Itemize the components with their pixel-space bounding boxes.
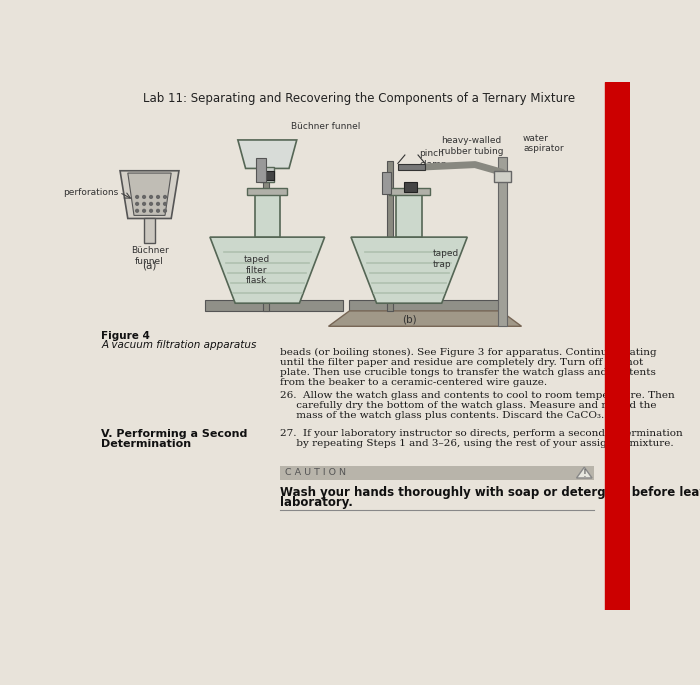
Circle shape bbox=[150, 210, 153, 212]
Text: beads (or boiling stones). See Figure 3 for apparatus. Continue heating: beads (or boiling stones). See Figure 3 … bbox=[280, 348, 657, 357]
Bar bbox=[260, 167, 274, 182]
Bar bbox=[396, 195, 422, 237]
Text: A vacuum filtration apparatus: A vacuum filtration apparatus bbox=[102, 340, 257, 350]
Text: 26.  Allow the watch glass and contents to cool to room temperature. Then: 26. Allow the watch glass and contents t… bbox=[280, 391, 675, 400]
Polygon shape bbox=[398, 155, 405, 164]
Bar bbox=[389, 188, 430, 195]
Circle shape bbox=[157, 210, 160, 212]
Text: water
aspirator: water aspirator bbox=[523, 134, 564, 153]
Bar bbox=[606, 82, 630, 610]
Bar bbox=[256, 158, 266, 182]
Text: taped
trap: taped trap bbox=[433, 249, 459, 269]
Circle shape bbox=[150, 203, 153, 206]
Polygon shape bbox=[328, 311, 522, 326]
Text: Determination: Determination bbox=[102, 440, 192, 449]
Polygon shape bbox=[351, 237, 468, 303]
Circle shape bbox=[143, 210, 146, 212]
Text: Lab 11: Separating and Recovering the Components of a Ternary Mixture: Lab 11: Separating and Recovering the Co… bbox=[143, 92, 575, 105]
Text: by repeating Steps 1 and 3–26, using the rest of your assigned mixture.: by repeating Steps 1 and 3–26, using the… bbox=[280, 438, 673, 448]
Bar bbox=[262, 163, 269, 311]
Bar bbox=[386, 161, 393, 311]
Bar bbox=[247, 188, 288, 195]
Circle shape bbox=[136, 203, 139, 206]
Bar bbox=[398, 164, 426, 170]
Polygon shape bbox=[577, 467, 592, 478]
Text: Büchner funnel: Büchner funnel bbox=[290, 122, 360, 131]
Circle shape bbox=[150, 195, 153, 199]
Text: from the beaker to a ceramic-centered wire gauze.: from the beaker to a ceramic-centered wi… bbox=[280, 378, 547, 387]
Text: !: ! bbox=[582, 469, 586, 479]
Circle shape bbox=[164, 203, 167, 206]
Text: laboratory.: laboratory. bbox=[280, 497, 353, 510]
Text: taped
filter
flask: taped filter flask bbox=[244, 256, 270, 285]
Bar bbox=[494, 171, 511, 182]
Circle shape bbox=[157, 203, 160, 206]
Bar bbox=[144, 219, 155, 243]
Circle shape bbox=[157, 195, 160, 199]
Text: C A U T I O N: C A U T I O N bbox=[285, 468, 346, 477]
Bar bbox=[255, 195, 280, 237]
Text: Figure 4: Figure 4 bbox=[102, 331, 150, 341]
Text: mass of the watch glass plus contents. Discard the CaCO₃.: mass of the watch glass plus contents. D… bbox=[280, 411, 604, 420]
Text: until the filter paper and residue are completely dry. Turn off the hot: until the filter paper and residue are c… bbox=[280, 358, 643, 367]
Text: Wash your hands thoroughly with soap or detergent before leaving the: Wash your hands thoroughly with soap or … bbox=[280, 486, 700, 499]
Circle shape bbox=[136, 210, 139, 212]
Bar bbox=[404, 182, 417, 192]
Circle shape bbox=[143, 195, 146, 199]
Polygon shape bbox=[418, 155, 426, 164]
Polygon shape bbox=[238, 140, 297, 169]
Text: plate. Then use crucible tongs to transfer the watch glass and contents: plate. Then use crucible tongs to transf… bbox=[280, 368, 656, 377]
Text: heavy-walled
rubber tubing: heavy-walled rubber tubing bbox=[441, 136, 503, 155]
Bar bbox=[498, 157, 507, 326]
Bar bbox=[382, 173, 391, 194]
Text: perforations: perforations bbox=[63, 188, 118, 197]
Circle shape bbox=[136, 195, 139, 199]
Bar bbox=[349, 300, 500, 311]
Bar bbox=[205, 300, 343, 311]
Circle shape bbox=[164, 210, 167, 212]
Text: V. Performing a Second: V. Performing a Second bbox=[102, 429, 248, 438]
Text: (a): (a) bbox=[142, 260, 157, 270]
Text: 27.  If your laboratory instructor so directs, perform a second determination: 27. If your laboratory instructor so dir… bbox=[280, 429, 682, 438]
Circle shape bbox=[164, 195, 167, 199]
Polygon shape bbox=[120, 171, 179, 219]
Circle shape bbox=[143, 203, 146, 206]
Text: carefully dry the bottom of the watch glass. Measure and record the: carefully dry the bottom of the watch gl… bbox=[280, 401, 656, 410]
Polygon shape bbox=[128, 173, 172, 215]
Bar bbox=[261, 171, 274, 180]
Text: pinch
clamp: pinch clamp bbox=[419, 149, 447, 169]
Polygon shape bbox=[210, 237, 325, 303]
Bar bbox=[280, 466, 594, 479]
Text: (b): (b) bbox=[402, 314, 416, 325]
Text: Büchner
funnel: Büchner funnel bbox=[131, 246, 169, 266]
